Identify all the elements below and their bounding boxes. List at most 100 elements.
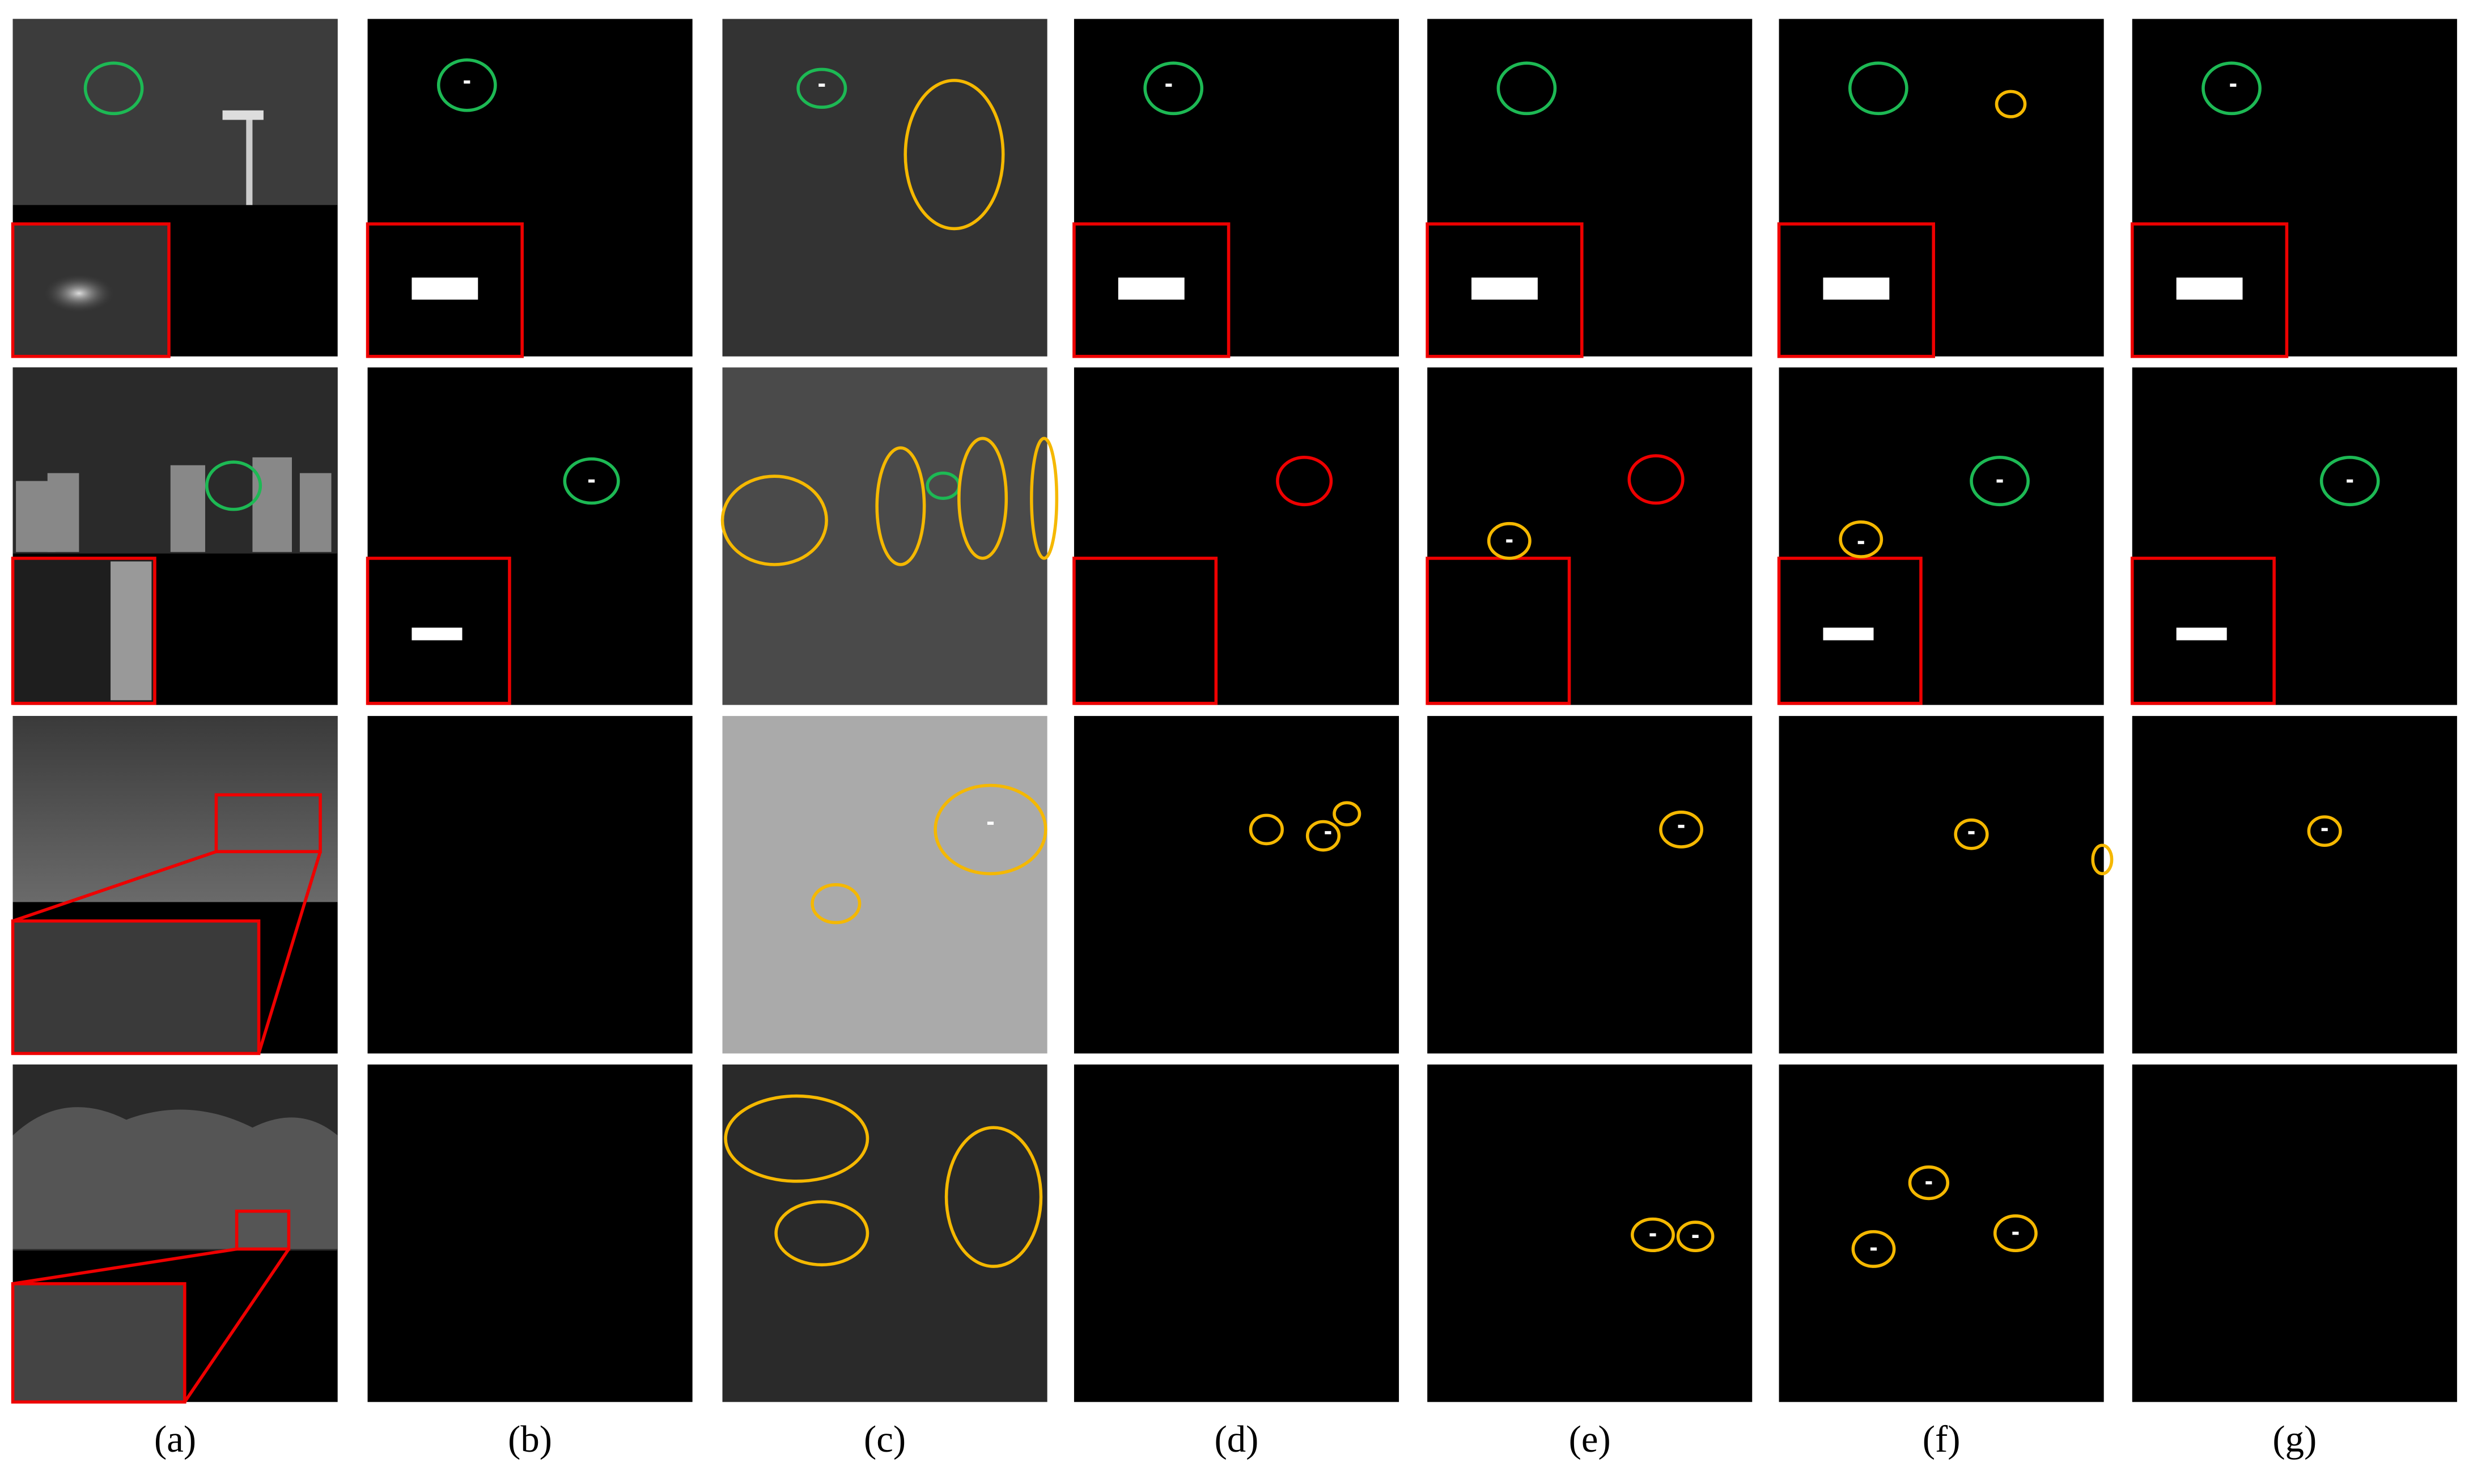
detection-circle — [1631, 1217, 1675, 1253]
target-pixel — [1870, 1247, 1877, 1251]
detection-circle — [1333, 801, 1361, 826]
target-pixel — [1165, 83, 1172, 87]
building-edge — [111, 561, 152, 701]
building — [252, 457, 292, 552]
detection-circle — [1839, 520, 1884, 558]
detection-circle — [2319, 456, 2380, 507]
detection-circle — [1848, 61, 1908, 116]
detection-circle — [1249, 813, 1284, 846]
foliage — [12, 1107, 338, 1249]
panel — [1779, 1064, 2104, 1402]
detection-circle — [1143, 61, 1204, 116]
tower-top — [222, 110, 264, 120]
target-pixel — [1506, 539, 1513, 543]
inset-target — [1471, 277, 1538, 300]
inset-target — [412, 277, 478, 300]
detection-circle — [2201, 61, 2262, 116]
target-pixel — [1857, 541, 1864, 544]
target-pixel — [1968, 831, 1975, 834]
detection-circle — [1676, 1220, 1715, 1253]
detection-circle — [2091, 843, 2114, 876]
inset-target — [1118, 277, 1185, 300]
target-pixel — [1692, 1235, 1699, 1238]
panel-label: (a) — [154, 1419, 196, 1460]
building — [170, 465, 205, 552]
tower — [246, 118, 253, 205]
detection-circle — [2307, 815, 2342, 847]
detection-circle — [774, 1200, 869, 1267]
detection-circle — [720, 474, 828, 566]
inset — [1072, 557, 1218, 705]
roi-box — [214, 793, 322, 854]
detection-circle — [1276, 456, 1333, 507]
detection-circle — [563, 457, 620, 505]
detection-circle — [934, 783, 1047, 876]
detection-circle — [1627, 454, 1685, 505]
panel — [722, 716, 1047, 1054]
target-pixel — [588, 479, 595, 483]
detection-circle — [1908, 1165, 1950, 1201]
detection-circle — [1993, 1214, 2038, 1253]
detection-circle — [1305, 820, 1341, 852]
panel — [1427, 1064, 1753, 1402]
detection-circle — [875, 446, 926, 566]
roi-link — [183, 1248, 290, 1403]
detection-circle — [811, 883, 862, 925]
inset-target — [1823, 627, 1874, 641]
target-pixel — [1678, 825, 1685, 828]
detection-circle — [1487, 521, 1532, 560]
inset-target — [2176, 277, 2243, 300]
panel — [722, 1064, 1047, 1402]
panel-label: (f) — [1923, 1419, 1961, 1460]
source-image — [12, 19, 338, 205]
target-pixel — [1925, 1181, 1932, 1185]
panel — [722, 367, 1047, 705]
target-pixel — [1996, 479, 2003, 483]
inset-target — [412, 627, 463, 641]
detection-circle — [83, 61, 144, 116]
panel-label: (b) — [508, 1419, 552, 1460]
target-pixel — [2347, 479, 2353, 483]
panel — [367, 1064, 693, 1402]
target-pixel — [818, 83, 825, 87]
panel-label: (c) — [864, 1419, 906, 1460]
panel-label: (e) — [1569, 1419, 1611, 1460]
target-pixel — [2230, 83, 2237, 87]
panel-label: (d) — [1215, 1419, 1259, 1460]
detection-circle — [724, 1094, 869, 1183]
inset-target — [2176, 627, 2227, 641]
inset-image — [11, 1282, 186, 1404]
detection-circle — [1030, 436, 1059, 560]
detection-circle — [1851, 1230, 1896, 1268]
target-pixel — [2012, 1231, 2019, 1235]
source-image — [12, 716, 338, 902]
inset — [1426, 557, 1571, 705]
inset-target — [1823, 277, 1890, 300]
panel — [1427, 716, 1753, 1054]
detection-circle — [944, 1126, 1043, 1268]
panel — [1074, 716, 1399, 1054]
detection-circle — [436, 58, 497, 112]
detection-circle — [1995, 90, 2027, 118]
panel-label: (g) — [2272, 1419, 2317, 1460]
panel — [367, 716, 693, 1054]
roi-link — [12, 850, 217, 923]
detection-circle — [957, 436, 1008, 560]
detection-circle — [1954, 818, 1989, 850]
detection-circle — [1496, 61, 1557, 116]
panel — [2132, 1064, 2457, 1402]
target-pixel — [1325, 831, 1331, 834]
panel — [2132, 716, 2457, 1054]
panel — [1779, 716, 2104, 1054]
target-pixel — [2321, 828, 2328, 832]
building — [47, 473, 79, 552]
target-blob — [44, 274, 114, 312]
inset-image — [11, 919, 261, 1055]
roi-box — [235, 1209, 291, 1251]
detection-circle — [1970, 456, 2030, 507]
inset — [1426, 222, 1584, 358]
detection-circle — [1659, 811, 1704, 849]
target-pixel — [464, 80, 470, 84]
